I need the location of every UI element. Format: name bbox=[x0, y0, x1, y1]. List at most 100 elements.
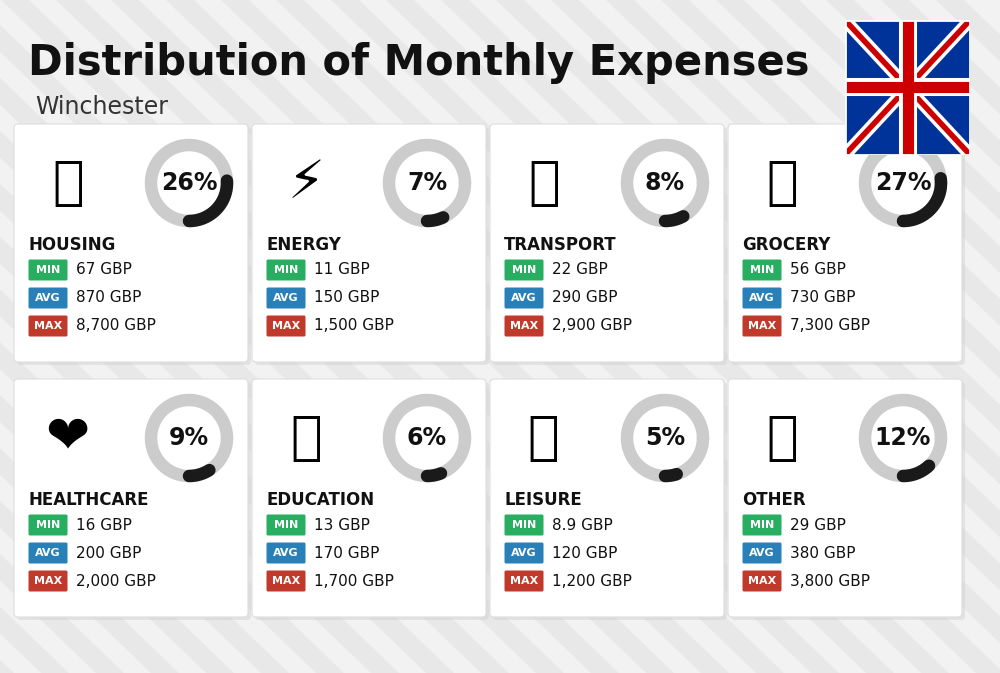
Text: AVG: AVG bbox=[749, 548, 775, 558]
FancyBboxPatch shape bbox=[490, 379, 724, 617]
FancyBboxPatch shape bbox=[28, 260, 68, 281]
Text: MIN: MIN bbox=[512, 520, 536, 530]
FancyBboxPatch shape bbox=[493, 127, 727, 365]
Text: 9%: 9% bbox=[169, 426, 209, 450]
Text: MIN: MIN bbox=[36, 265, 60, 275]
FancyBboxPatch shape bbox=[17, 382, 251, 620]
FancyBboxPatch shape bbox=[266, 542, 306, 563]
Text: GROCERY: GROCERY bbox=[742, 236, 830, 254]
FancyBboxPatch shape bbox=[742, 571, 782, 592]
FancyBboxPatch shape bbox=[731, 127, 965, 365]
Text: 56 GBP: 56 GBP bbox=[790, 262, 846, 277]
FancyBboxPatch shape bbox=[505, 287, 544, 308]
Text: 🎓: 🎓 bbox=[290, 412, 322, 464]
Text: 7%: 7% bbox=[407, 171, 447, 195]
Text: MAX: MAX bbox=[34, 576, 62, 586]
FancyBboxPatch shape bbox=[28, 571, 68, 592]
Text: 🏢: 🏢 bbox=[52, 157, 84, 209]
FancyBboxPatch shape bbox=[252, 124, 486, 362]
Text: Winchester: Winchester bbox=[35, 95, 168, 119]
Text: 2,000 GBP: 2,000 GBP bbox=[76, 573, 156, 588]
Text: MAX: MAX bbox=[272, 576, 300, 586]
FancyBboxPatch shape bbox=[14, 124, 248, 362]
Text: 290 GBP: 290 GBP bbox=[552, 291, 618, 306]
Text: 120 GBP: 120 GBP bbox=[552, 546, 617, 561]
Text: 8.9 GBP: 8.9 GBP bbox=[552, 518, 613, 532]
Text: ⚡: ⚡ bbox=[288, 157, 324, 209]
Text: AVG: AVG bbox=[511, 548, 537, 558]
FancyBboxPatch shape bbox=[266, 260, 306, 281]
Text: 7,300 GBP: 7,300 GBP bbox=[790, 318, 870, 334]
Text: 2,900 GBP: 2,900 GBP bbox=[552, 318, 632, 334]
FancyBboxPatch shape bbox=[266, 571, 306, 592]
Text: 💰: 💰 bbox=[766, 412, 798, 464]
FancyBboxPatch shape bbox=[255, 127, 489, 365]
Text: OTHER: OTHER bbox=[742, 491, 806, 509]
Text: 870 GBP: 870 GBP bbox=[76, 291, 141, 306]
Text: MAX: MAX bbox=[748, 321, 776, 331]
FancyBboxPatch shape bbox=[252, 379, 486, 617]
FancyBboxPatch shape bbox=[742, 514, 782, 536]
Text: MAX: MAX bbox=[34, 321, 62, 331]
Text: 8%: 8% bbox=[645, 171, 685, 195]
Text: 6%: 6% bbox=[407, 426, 447, 450]
Text: HOUSING: HOUSING bbox=[28, 236, 115, 254]
Text: MAX: MAX bbox=[510, 321, 538, 331]
Text: 5%: 5% bbox=[645, 426, 685, 450]
FancyBboxPatch shape bbox=[28, 316, 68, 336]
FancyBboxPatch shape bbox=[728, 379, 962, 617]
Text: 67 GBP: 67 GBP bbox=[76, 262, 132, 277]
FancyBboxPatch shape bbox=[266, 514, 306, 536]
Text: TRANSPORT: TRANSPORT bbox=[504, 236, 617, 254]
FancyBboxPatch shape bbox=[28, 287, 68, 308]
Text: MIN: MIN bbox=[750, 520, 774, 530]
Text: 16 GBP: 16 GBP bbox=[76, 518, 132, 532]
Text: AVG: AVG bbox=[35, 548, 61, 558]
FancyBboxPatch shape bbox=[505, 571, 544, 592]
Text: LEISURE: LEISURE bbox=[504, 491, 582, 509]
Text: MIN: MIN bbox=[750, 265, 774, 275]
Text: MAX: MAX bbox=[272, 321, 300, 331]
Text: MIN: MIN bbox=[274, 520, 298, 530]
FancyBboxPatch shape bbox=[266, 287, 306, 308]
Text: 170 GBP: 170 GBP bbox=[314, 546, 379, 561]
Text: AVG: AVG bbox=[273, 293, 299, 303]
Text: 380 GBP: 380 GBP bbox=[790, 546, 856, 561]
FancyBboxPatch shape bbox=[742, 542, 782, 563]
Text: 12%: 12% bbox=[875, 426, 931, 450]
Text: 26%: 26% bbox=[161, 171, 217, 195]
Text: 3,800 GBP: 3,800 GBP bbox=[790, 573, 870, 588]
Text: 27%: 27% bbox=[875, 171, 931, 195]
FancyBboxPatch shape bbox=[493, 382, 727, 620]
Text: EDUCATION: EDUCATION bbox=[266, 491, 374, 509]
FancyBboxPatch shape bbox=[255, 382, 489, 620]
FancyBboxPatch shape bbox=[505, 514, 544, 536]
Text: 1,700 GBP: 1,700 GBP bbox=[314, 573, 394, 588]
FancyBboxPatch shape bbox=[742, 316, 782, 336]
Text: MIN: MIN bbox=[512, 265, 536, 275]
Text: MAX: MAX bbox=[510, 576, 538, 586]
FancyBboxPatch shape bbox=[28, 542, 68, 563]
Text: 1,200 GBP: 1,200 GBP bbox=[552, 573, 632, 588]
Text: 8,700 GBP: 8,700 GBP bbox=[76, 318, 156, 334]
FancyBboxPatch shape bbox=[14, 379, 248, 617]
FancyBboxPatch shape bbox=[728, 124, 962, 362]
Text: AVG: AVG bbox=[511, 293, 537, 303]
FancyBboxPatch shape bbox=[742, 287, 782, 308]
FancyBboxPatch shape bbox=[28, 514, 68, 536]
Text: 22 GBP: 22 GBP bbox=[552, 262, 608, 277]
FancyBboxPatch shape bbox=[490, 124, 724, 362]
Text: 1,500 GBP: 1,500 GBP bbox=[314, 318, 394, 334]
FancyBboxPatch shape bbox=[505, 542, 544, 563]
FancyBboxPatch shape bbox=[505, 316, 544, 336]
Text: 200 GBP: 200 GBP bbox=[76, 546, 141, 561]
Text: 🛒: 🛒 bbox=[766, 157, 798, 209]
Text: Distribution of Monthly Expenses: Distribution of Monthly Expenses bbox=[28, 42, 810, 84]
FancyBboxPatch shape bbox=[742, 260, 782, 281]
Text: 730 GBP: 730 GBP bbox=[790, 291, 856, 306]
Text: 🚌: 🚌 bbox=[528, 157, 560, 209]
Text: MIN: MIN bbox=[36, 520, 60, 530]
Text: AVG: AVG bbox=[749, 293, 775, 303]
Text: AVG: AVG bbox=[35, 293, 61, 303]
Text: 13 GBP: 13 GBP bbox=[314, 518, 370, 532]
